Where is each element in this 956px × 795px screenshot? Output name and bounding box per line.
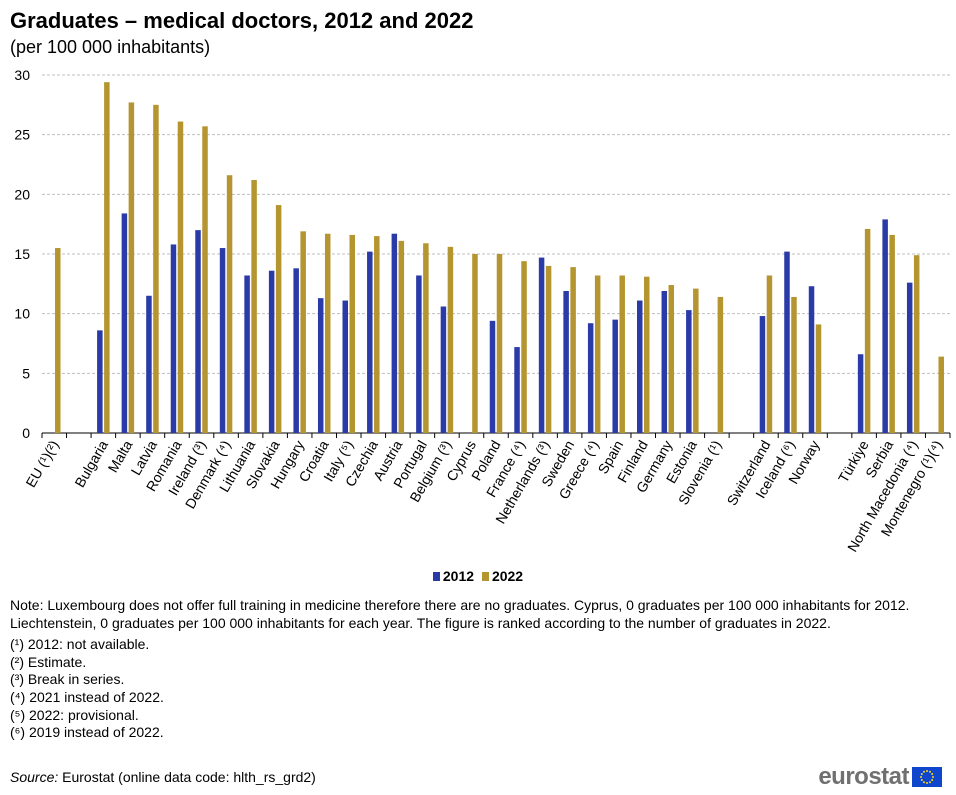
bar-2022 [693,288,699,433]
bar-2012 [317,298,324,433]
y-tick-label: 25 [14,127,30,143]
bar-2012 [293,268,299,433]
footnote-1: (¹) 2012: not available. [10,636,150,653]
bar-2022 [815,324,822,433]
bar-2012 [808,286,815,433]
bar-2022 [643,276,650,433]
bar-2012 [121,213,128,433]
footnote-2: (²) Estimate. [10,653,87,670]
bar-2022 [496,254,503,433]
bar-2012 [514,347,520,433]
source-text: Eurostat (online data code: hlth_rs_grd2… [58,769,316,785]
legend-item-2012: 2012 [432,568,475,584]
bar-2022 [104,82,110,433]
source-line: Source: Eurostat (online data code: hlth… [10,769,316,785]
legend-label-2022: 2022 [491,568,524,584]
bar-2022 [128,102,135,434]
bar-2012 [268,270,275,433]
legend-swatch-2012 [432,572,440,581]
bar-2022 [938,356,944,433]
bar-2022 [447,246,454,433]
note-text: Note: Luxembourg does not offer full tra… [10,597,910,631]
bar-2012 [342,300,349,433]
legend-item-2022: 2022 [481,568,524,584]
bar-2022 [594,275,601,433]
bar-2022 [251,180,257,433]
bar-2012 [636,300,643,433]
y-tick-label: 15 [14,246,30,262]
footnote-4: (⁴) 2021 instead of 2022. [10,688,164,705]
footnote-5: (⁵) 2022: provisional. [10,706,139,723]
bar-2022 [864,228,871,433]
bar-2012 [489,320,496,433]
bar-2012 [563,290,569,433]
bar-2022 [668,285,675,433]
bar-2012 [97,330,103,433]
bar-2012 [882,219,888,433]
bar-2012 [367,251,373,433]
y-tick-label: 20 [14,186,30,202]
bar-2012 [686,310,692,433]
notes: Note: Luxembourg does not offer full tra… [10,597,910,742]
bar-2012 [244,275,250,433]
bar-2012 [587,323,594,433]
bar-2022 [153,104,159,433]
eu-flag-icon [912,767,942,787]
bar-2022 [324,233,331,433]
eurostat-logo: eurostat [818,763,942,791]
bar-2022 [300,231,306,433]
bar-2022 [766,275,773,433]
bar-2012 [784,251,790,433]
bar-2012 [391,233,398,433]
bar-2012 [661,290,668,433]
bar-2022 [349,234,356,433]
bar-2022 [913,255,920,433]
footnote-6: (⁶) 2019 instead of 2022. [10,724,164,741]
bar-2022 [55,248,61,433]
bar-2022 [889,234,895,433]
bar-2022 [521,261,527,433]
x-tick-label: Bulgaria [71,437,111,490]
bar-2022 [545,265,552,433]
bar-2012 [538,257,545,433]
bar-2012 [612,319,618,433]
bar-2012 [440,306,447,433]
bar-2012 [170,244,177,433]
bar-2012 [906,282,913,433]
x-tick-label: EU (¹)(²) [22,438,62,490]
y-tick-label: 0 [22,425,30,441]
y-tick-label: 10 [14,306,30,322]
bar-2012 [195,230,201,433]
bar-2022 [472,254,478,433]
bar-2022 [717,296,724,433]
footnote-3: (³) Break in series. [10,671,125,688]
legend: 2012 2022 [0,568,956,584]
bar-2022 [570,267,576,433]
bar-2012 [146,295,152,433]
y-tick-label: 30 [14,67,30,83]
bar-2022 [619,275,625,433]
bar-2012 [857,354,864,433]
logo-text: eurostat [818,763,909,790]
bar-2012 [759,316,766,433]
x-tick-label: Türkiye [835,437,872,485]
y-tick-label: 5 [22,365,30,381]
bar-2022 [226,175,233,434]
source-label: Source: [10,769,59,785]
chart-subtitle: (per 100 000 inhabitants) [10,37,211,57]
bar-2022 [791,296,797,433]
bar-2012 [219,248,226,433]
bar-2022 [423,243,429,433]
chart-title: Graduates – medical doctors, 2012 and 20… [10,8,474,33]
bar-2022 [202,126,208,434]
legend-label-2012: 2012 [442,568,475,584]
bar-2022 [374,236,380,433]
bar-2022 [177,121,184,433]
bar-2022 [398,240,405,433]
bar-2012 [416,275,422,433]
legend-swatch-2022 [481,572,489,581]
bar-2022 [275,205,282,433]
